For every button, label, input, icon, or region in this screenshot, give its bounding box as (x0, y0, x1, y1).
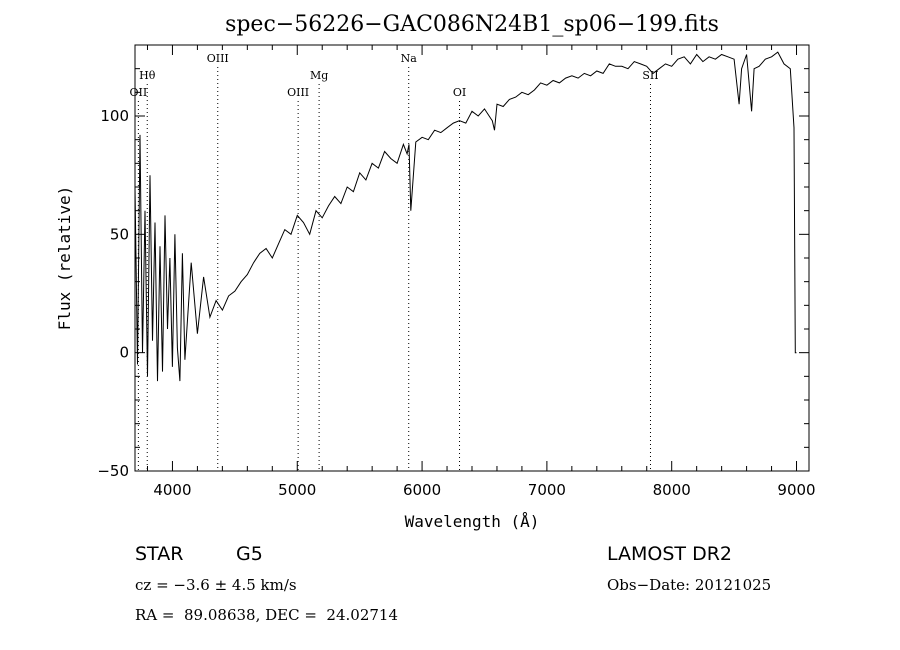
object-class: STAR (135, 543, 183, 565)
redshift-velocity: cz = −3.6 ± 4.5 km/s (135, 576, 297, 594)
x-tick-label: 4000 (153, 481, 191, 499)
x-axis-label: Wavelength (Å) (405, 512, 540, 531)
axes: 4000 5000 6000 7000 8000 9000 −50 0 50 100 (97, 44, 816, 499)
y-tick-label: 50 (110, 225, 129, 243)
x-tick-label: 9000 (777, 481, 815, 499)
chart-title: spec−56226−GAC086N24B1_sp06−199.fits (225, 12, 719, 37)
y-tick-label: 0 (119, 344, 129, 362)
line-marker-label: Hθ (139, 69, 156, 82)
line-marker-label: Mg (310, 69, 328, 82)
line-marker-label: OI (453, 86, 466, 99)
line-marker-label: OIII (287, 86, 309, 99)
line-marker-label: OIII (207, 52, 229, 65)
y-axis-label: Flux (relative) (55, 186, 74, 331)
x-tick-label: 7000 (528, 481, 566, 499)
y-tick-label: −50 (97, 462, 129, 480)
x-tick-label: 6000 (403, 481, 441, 499)
y-tick-label: 100 (100, 107, 129, 125)
spectrum-line (134, 51, 797, 382)
x-tick-label: 5000 (278, 481, 316, 499)
line-marker-label: Na (401, 52, 418, 65)
sky-coordinates: RA = 89.08638, DEC = 24.02714 (135, 606, 398, 624)
survey-name: LAMOST DR2 (607, 543, 732, 565)
observation-date: Obs−Date: 20121025 (607, 576, 771, 594)
object-subclass: G5 (236, 543, 263, 565)
plot-frame (134, 44, 810, 472)
x-tick-label: 8000 (653, 481, 691, 499)
